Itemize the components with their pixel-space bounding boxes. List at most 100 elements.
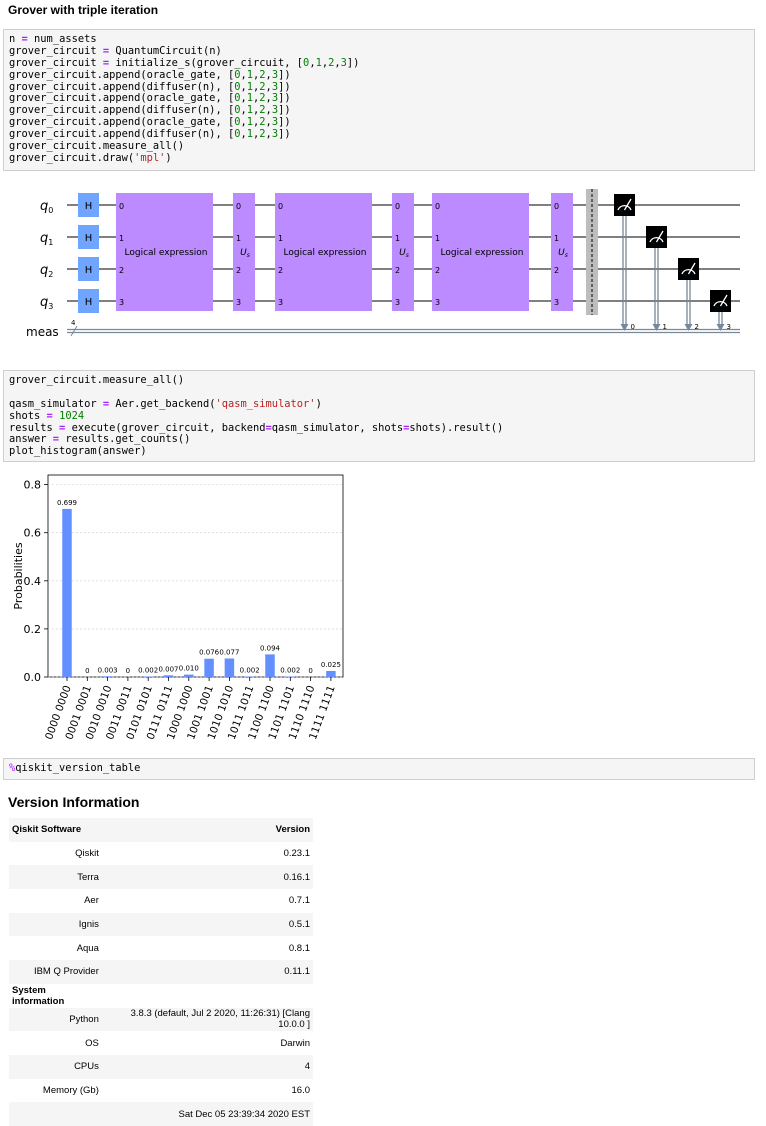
qubit-label: q0 [40,199,53,215]
code-line: plot_histogram(answer) [9,446,749,458]
bar-value-label: 0 [85,667,89,675]
bar-value-label: 0.025 [321,661,341,669]
diffuser-qubit-number: 2 [554,266,559,275]
table-cell: Memory (Gb) [9,1079,102,1103]
code-line: %qiskit_version_table [9,763,749,775]
diffuser-qubit-number: 3 [554,298,559,307]
bar-value-label: 0.699 [57,499,77,507]
oracle-qubit-number: 0 [278,202,283,211]
table-header-version: Version [102,818,313,842]
version-title: Version Information [8,794,139,810]
oracle-qubit-number: 3 [119,298,124,307]
table-cell: 0.8.1 [102,936,313,960]
table-cell: Aqua [9,936,102,960]
classical-bit-label: 2 [695,323,699,331]
oracle-qubit-number: 0 [435,202,440,211]
code-cell-simulate[interactable]: grover_circuit.measure_all() qasm_simula… [3,370,755,462]
bar [164,675,174,677]
code-cell-circuit[interactable]: n = num_assets grover_circuit = QuantumC… [3,29,755,171]
diffuser-qubit-number: 0 [554,202,559,211]
diffuser-qubit-number: 0 [395,202,400,211]
h-gate-label: H [85,297,93,308]
diffuser-qubit-number: 3 [395,298,400,307]
cell-heading: Grover with triple iteration [8,3,158,17]
bar-value-label: 0.003 [98,666,118,674]
table-cell: IBM Q Provider [9,960,102,984]
system-info-header: System information [9,984,102,1008]
table-cell: 0.11.1 [102,960,313,984]
table-cell: Aer [9,889,102,913]
y-tick-label: 0.6 [24,527,42,540]
oracle-qubit-number: 0 [119,202,124,211]
code-line: qasm_simulator = Aer.get_backend('qasm_s… [9,399,749,411]
oracle-qubit-number: 1 [435,234,440,243]
table-cell: Darwin [102,1031,313,1055]
bar [62,509,72,677]
oracle-gate-label: Logical expression [441,248,524,258]
table-cell: OS [9,1031,102,1055]
table-row: System information [9,984,313,1008]
table-cell: 16.0 [102,1079,313,1103]
table-cell: Python [9,1008,102,1032]
plot-frame [48,475,343,677]
bar-value-label: 0.076 [199,649,220,657]
bar [326,671,336,677]
bar [103,676,113,677]
oracle-qubit-number: 2 [435,266,440,275]
table-cell [102,984,313,1008]
qubit-label: q1 [40,231,53,247]
table-cell: 0.7.1 [102,889,313,913]
table-row: Sat Dec 05 23:39:34 2020 EST [9,1102,313,1126]
table-cell: CPUs [9,1055,102,1079]
classical-bit-label: 1 [663,323,667,331]
bar-value-label: 0.077 [219,648,239,656]
table-cell: Ignis [9,913,102,937]
bar-value-label: 0.002 [280,667,300,675]
table-cell: 0.5.1 [102,913,313,937]
bar-value-label: 0 [126,667,130,675]
qubit-label: q2 [40,263,53,279]
h-gate-label: H [85,201,93,212]
classical-width-slash [71,326,77,336]
classical-bit-label: 0 [631,323,635,331]
table-cell: Terra [9,865,102,889]
diffuser-qubit-number: 3 [236,298,241,307]
code-cell-version-table[interactable]: %qiskit_version_table [3,758,755,780]
diffuser-qubit-number: 1 [236,234,241,243]
table-header-software: Qiskit Software [9,818,102,842]
table-cell: 4 [102,1055,313,1079]
table-row: Memory (Gb)16.0 [9,1079,313,1103]
classical-bit-label: 3 [727,323,731,331]
y-tick-label: 0.0 [24,671,42,684]
diffuser-qubit-number: 2 [236,266,241,275]
bar [184,675,194,677]
y-tick-label: 0.8 [24,479,42,492]
code-line: grover_circuit.measure_all() [9,375,749,387]
bar-value-label: 0.002 [138,667,158,675]
oracle-qubit-number: 1 [278,234,283,243]
diffuser-qubit-number: 1 [554,234,559,243]
diffuser-qubit-number: 1 [395,234,400,243]
diffuser-qubit-number: 2 [395,266,400,275]
table-cell [9,1102,102,1126]
y-axis-label: Probabilities [12,542,25,609]
table-cell: Qiskit [9,842,102,866]
oracle-qubit-number: 2 [119,266,124,275]
diffuser-qubit-number: 0 [236,202,241,211]
qubit-label: q3 [40,295,53,311]
bar-value-label: 0.007 [158,665,178,673]
oracle-qubit-number: 1 [119,234,124,243]
oracle-qubit-number: 3 [278,298,283,307]
code-line: grover_circuit.draw('mpl') [9,153,749,165]
oracle-gate-label: Logical expression [125,248,208,258]
chart-grid [44,475,343,681]
